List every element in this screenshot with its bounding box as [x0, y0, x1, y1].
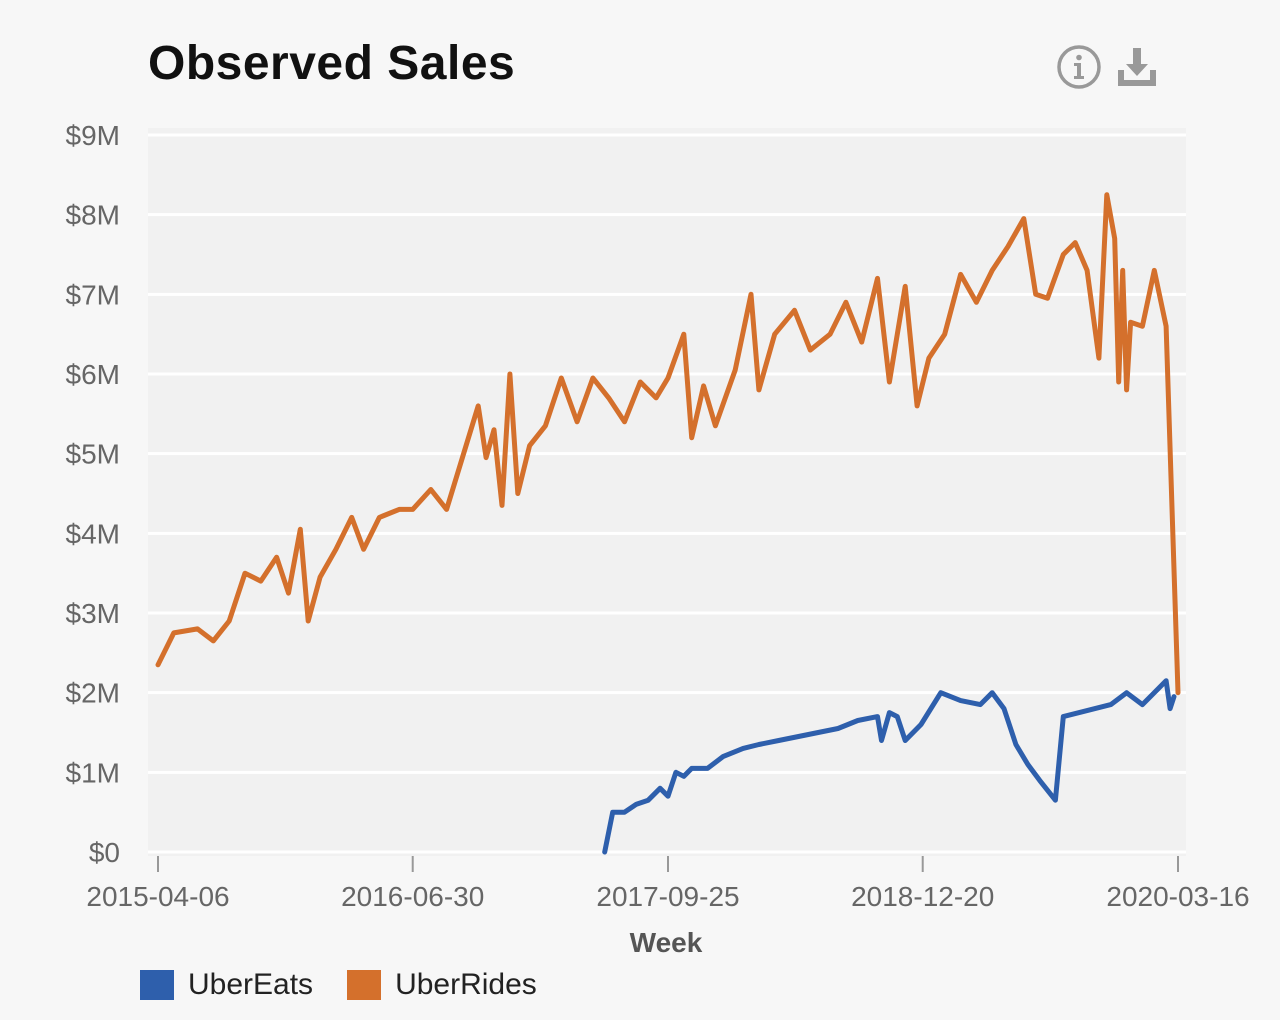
- y-tick-label: $5M: [66, 439, 120, 470]
- y-axis: $0 $1M $2M $3M $4M $5M $6M $7M $8M $9M: [66, 120, 120, 868]
- y-tick-label: $3M: [66, 598, 120, 629]
- y-tick-label: $7M: [66, 279, 120, 310]
- gridlines: [148, 133, 1186, 854]
- line-chart: $0 $1M $2M $3M $4M $5M $6M $7M $8M $9M 2015-04-06…: [66, 120, 1250, 958]
- legend-swatch-ubereats: [140, 970, 174, 1000]
- x-axis-title: Week: [630, 927, 703, 958]
- y-tick-label: $4M: [66, 518, 120, 549]
- y-tick-label: $9M: [66, 120, 120, 151]
- legend-swatch-uberrides: [347, 970, 382, 1000]
- x-tick-label: 2018-12-20: [851, 881, 994, 912]
- y-tick-label: $6M: [66, 359, 120, 390]
- legend-item-ubereats[interactable]: UberEats: [140, 968, 313, 1002]
- y-tick-label: $0: [89, 837, 120, 868]
- legend-label-ubereats: UberEats: [188, 968, 314, 1001]
- x-axis: 2015-04-06 2016-06-30 2017-09-25 2018-12-20…: [86, 856, 1250, 912]
- download-icon[interactable]: [1114, 44, 1160, 90]
- plot-area: [148, 128, 1186, 856]
- series-line-ubereats: [602, 678, 1177, 855]
- series-lines: [155, 192, 1181, 855]
- y-tick-label: $2M: [66, 678, 120, 709]
- chart-toolbar: [1056, 44, 1166, 92]
- series-line-uberrides: [155, 192, 1181, 696]
- info-icon[interactable]: [1056, 44, 1102, 90]
- legend-item-uberrides[interactable]: UberRides: [347, 968, 537, 1002]
- x-tick-label: 2015-04-06: [86, 881, 229, 912]
- y-tick-label: $8M: [66, 200, 120, 231]
- x-tick-label: 2020-03-16: [1106, 881, 1249, 912]
- legend: UberEats UberRides: [140, 968, 537, 1002]
- legend-label-uberrides: UberRides: [395, 968, 537, 1001]
- y-tick-label: $1M: [66, 757, 120, 788]
- x-tick-label: 2017-09-25: [596, 881, 739, 912]
- chart-title: Observed Sales: [148, 37, 516, 90]
- x-tick-label: 2016-06-30: [341, 881, 484, 912]
